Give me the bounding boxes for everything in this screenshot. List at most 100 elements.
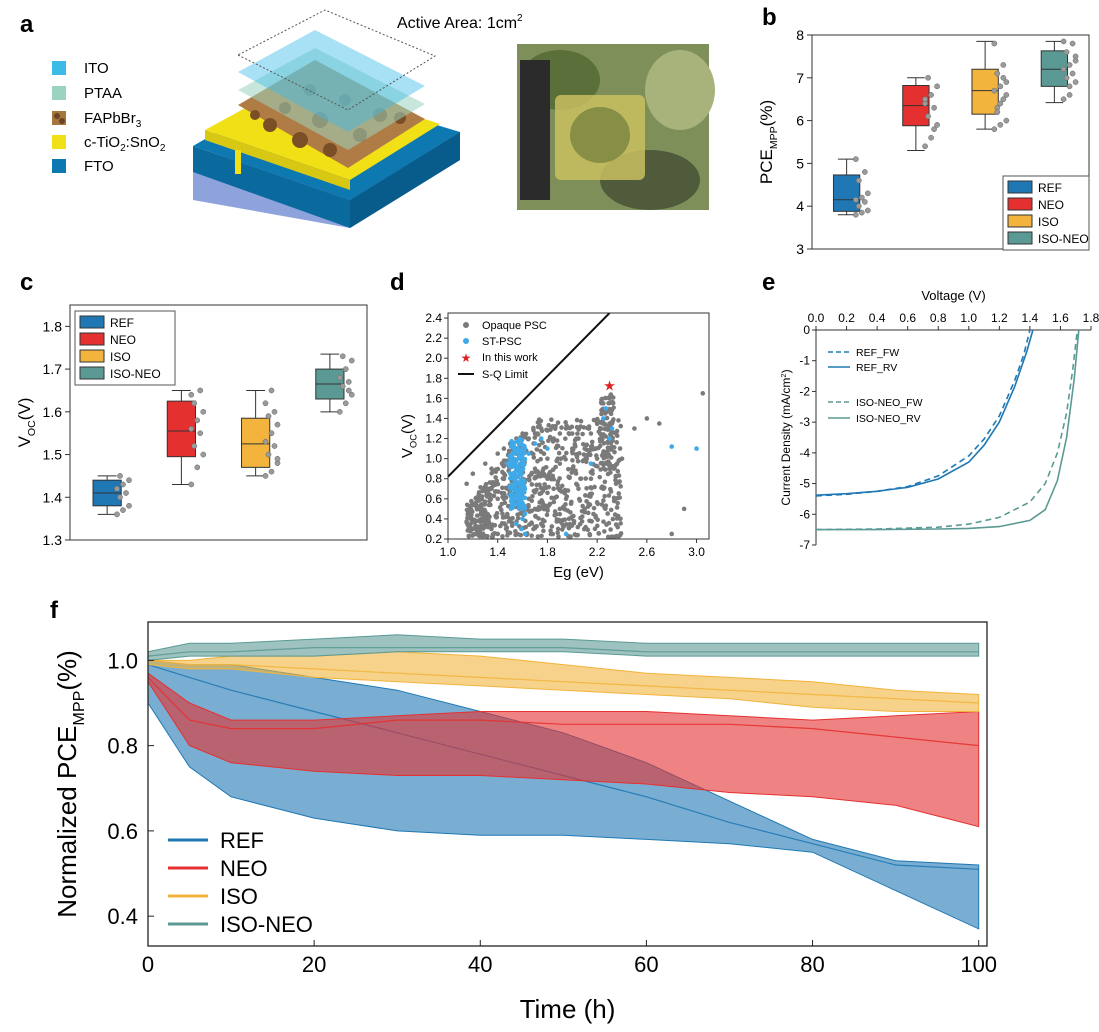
st-psc-point <box>520 516 525 522</box>
opaque-psc-point <box>608 455 614 460</box>
data-point <box>864 190 871 197</box>
st-psc-point <box>507 475 513 481</box>
x-tick-label: 0.8 <box>930 311 947 325</box>
data-point <box>858 194 865 201</box>
st-psc-point <box>609 426 615 431</box>
opaque-psc-point <box>478 533 483 539</box>
opaque-psc-point <box>572 437 578 443</box>
opaque-psc-point <box>602 505 607 510</box>
opaque-psc-point <box>549 417 554 422</box>
opaque-psc-point <box>589 443 595 449</box>
x-tick-label: 40 <box>468 952 492 977</box>
opaque-psc-point <box>575 431 580 436</box>
y-tick-label: 1.6 <box>43 404 63 420</box>
x-tick-label: 0 <box>142 952 154 977</box>
data-point <box>1000 96 1007 103</box>
x-tick-label: 20 <box>302 952 326 977</box>
st-psc-point <box>563 531 569 537</box>
ctio-swatch <box>52 135 66 149</box>
x-tick-label: 60 <box>634 952 658 977</box>
x-tick-label: 1.4 <box>1022 311 1039 325</box>
legend-swatch <box>79 315 105 329</box>
opaque-psc-point <box>592 484 597 490</box>
opaque-psc-point <box>486 521 492 527</box>
opaque-psc-point <box>545 476 550 482</box>
opaque-psc-point <box>527 473 532 479</box>
opaque-psc-point <box>618 531 624 536</box>
data-point <box>114 485 120 492</box>
opaque-psc-point <box>575 524 581 530</box>
st-psc-point <box>510 504 515 509</box>
y-axis-label: VOC(V) <box>399 414 419 458</box>
st-psc-point <box>508 462 514 468</box>
photo-holder <box>520 60 550 200</box>
data-point <box>1000 62 1007 68</box>
data-point <box>120 481 126 488</box>
data-point <box>188 426 195 432</box>
y-tick-label: 0.6 <box>107 819 138 844</box>
opaque-psc-point <box>570 458 575 463</box>
perovskite-grain <box>54 113 60 119</box>
data-point <box>994 109 1001 115</box>
opaque-psc-point <box>526 504 531 509</box>
opaque-psc-point <box>558 456 564 462</box>
opaque-psc-point <box>553 464 558 470</box>
st-psc-point <box>510 471 515 477</box>
data-point <box>117 494 123 501</box>
data-point <box>1003 92 1010 98</box>
opaque-psc-point <box>532 506 538 512</box>
opaque-psc-point <box>607 396 612 401</box>
st-psc-point <box>521 450 527 456</box>
opaque-psc-point <box>575 532 581 538</box>
data-point <box>855 203 862 210</box>
legend-ptaa: PTAA <box>84 85 122 102</box>
opaque-psc-point <box>501 476 507 482</box>
opaque-psc-point <box>613 496 619 502</box>
y-tick-label: -1 <box>799 354 810 368</box>
data-point <box>934 83 940 90</box>
opaque-psc-point <box>615 468 621 474</box>
plot-area: ★ <box>448 313 706 539</box>
opaque-psc-point <box>529 533 534 538</box>
opaque-psc-point <box>552 512 558 518</box>
panel-d: d ★ 1.0 1.4 1.8 2.2 2.6 3.0 0.2 0.4 0.6 0.8 1.0 1.2 1… <box>390 269 710 581</box>
st-psc-point <box>521 489 527 495</box>
legend-label: S-Q Limit <box>482 369 528 381</box>
opaque-psc-point <box>566 431 572 436</box>
opaque-psc-point <box>602 493 607 499</box>
y-tick-label: 5 <box>796 155 804 171</box>
st-psc-point <box>514 521 519 527</box>
opaque-psc-point <box>602 426 608 432</box>
opaque-psc-point <box>595 464 600 469</box>
st-psc-point <box>669 444 675 449</box>
jv-curve-ref_fw <box>815 329 1031 497</box>
data-point <box>194 464 201 471</box>
data-point <box>336 408 343 415</box>
opaque-psc-point <box>575 458 581 464</box>
opaque-psc-point <box>571 520 577 526</box>
opaque-psc-point <box>464 481 469 487</box>
data-point <box>991 87 998 94</box>
layer-legend: ITO PTAA FAPbBr3 c-TiO2:SnO2 FTO <box>52 60 166 175</box>
opaque-psc-point <box>616 418 621 423</box>
legend-swatch <box>1007 180 1033 194</box>
opaque-psc-point <box>559 527 565 532</box>
opaque-psc-point <box>608 507 614 513</box>
opaque-psc-point <box>549 495 554 501</box>
st-psc-point <box>532 441 538 446</box>
data-point <box>1063 49 1070 55</box>
x-tick-label: 1.4 <box>489 545 506 559</box>
legend-fapbbr: FAPbBr3 <box>84 110 142 130</box>
opaque-psc-point <box>603 395 608 401</box>
opaque-psc-point <box>555 482 560 488</box>
opaque-psc-point <box>495 496 501 502</box>
st-psc-point <box>519 526 524 532</box>
opaque-psc-point <box>503 526 509 532</box>
opaque-psc-point <box>494 515 499 520</box>
photo-succulent <box>570 107 630 163</box>
st-psc-point <box>538 436 544 441</box>
device-photo <box>517 44 715 210</box>
st-psc-point <box>588 461 594 466</box>
y-tick-label: 2.2 <box>425 331 442 345</box>
legend-label: In this work <box>482 352 538 364</box>
